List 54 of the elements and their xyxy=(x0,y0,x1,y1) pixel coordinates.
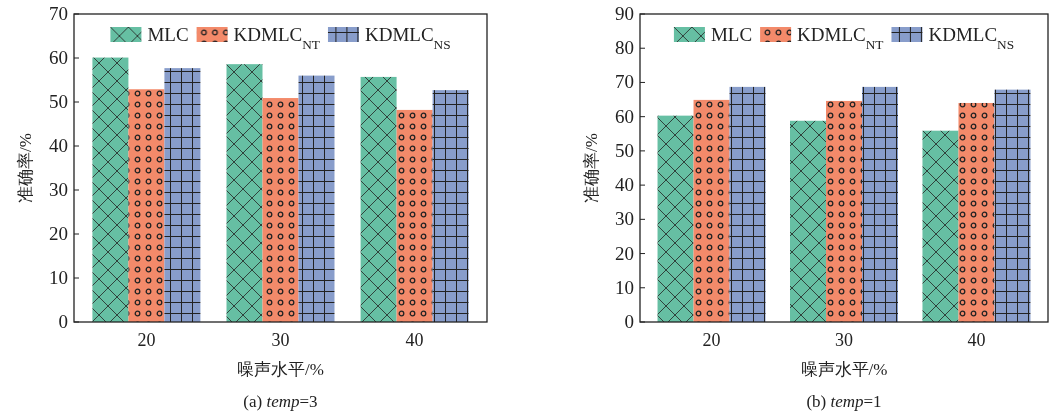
y-tick-label: 40 xyxy=(49,135,68,156)
bar xyxy=(994,89,1031,322)
bar xyxy=(826,100,862,322)
x-tick-label: 40 xyxy=(967,330,986,350)
bar xyxy=(729,86,766,322)
y-tick-label: 70 xyxy=(615,71,634,93)
legend-label: KDMLC$_{NT}$ xyxy=(233,24,320,52)
legend-label: MLC xyxy=(147,24,189,45)
bar xyxy=(360,76,397,322)
y-axis-title: 准确率/% xyxy=(582,133,601,203)
legend-label: KDMLC$_{NT}$ xyxy=(797,24,884,52)
y-tick-label: 40 xyxy=(615,174,634,196)
bar xyxy=(226,64,263,322)
bar xyxy=(164,68,201,322)
x-tick-label: 20 xyxy=(137,330,156,350)
x-tick-label: 20 xyxy=(702,330,721,350)
legend-label: KDMLC$_{NS}$ xyxy=(364,24,451,52)
y-tick-label: 30 xyxy=(49,179,68,200)
x-tick-label: 40 xyxy=(405,330,424,350)
bar xyxy=(262,98,299,322)
y-tick-label: 0 xyxy=(624,311,634,332)
bar xyxy=(657,115,694,322)
bar xyxy=(922,130,959,322)
y-tick-label: 90 xyxy=(615,3,634,24)
y-tick-label: 50 xyxy=(49,91,68,112)
x-tick-label: 30 xyxy=(835,330,853,350)
y-tick-label: 60 xyxy=(615,105,634,127)
text: (a) temp=3 xyxy=(243,392,318,411)
y-tick-label: 50 xyxy=(615,139,634,161)
y-tick-label: 0 xyxy=(58,311,68,332)
bar xyxy=(432,90,469,322)
bar xyxy=(862,86,898,322)
bar xyxy=(298,75,335,322)
legend-label: MLC xyxy=(710,24,753,45)
x-axis-title: 噪声水平/% xyxy=(800,360,888,379)
y-tick-label: 20 xyxy=(615,242,634,264)
bar xyxy=(396,109,433,322)
y-tick-label: 10 xyxy=(615,276,634,298)
bar xyxy=(128,89,165,322)
x-axis-title: 噪声水平/% xyxy=(237,360,324,379)
y-tick-label: 80 xyxy=(615,37,634,59)
bar xyxy=(693,99,730,322)
y-tick-label: 20 xyxy=(49,223,68,244)
y-tick-label: 60 xyxy=(49,47,68,68)
bar xyxy=(958,102,995,322)
text: (b) temp=1 xyxy=(806,392,882,411)
bar xyxy=(92,57,129,322)
x-tick-label: 30 xyxy=(271,330,290,350)
legend-label: KDMLC$_{NS}$ xyxy=(928,24,1015,52)
y-tick-label: 30 xyxy=(615,208,634,230)
y-tick-label: 10 xyxy=(49,267,68,288)
y-axis-title: 准确率/% xyxy=(16,133,35,203)
bar xyxy=(790,120,826,322)
y-tick-label: 70 xyxy=(49,3,68,24)
